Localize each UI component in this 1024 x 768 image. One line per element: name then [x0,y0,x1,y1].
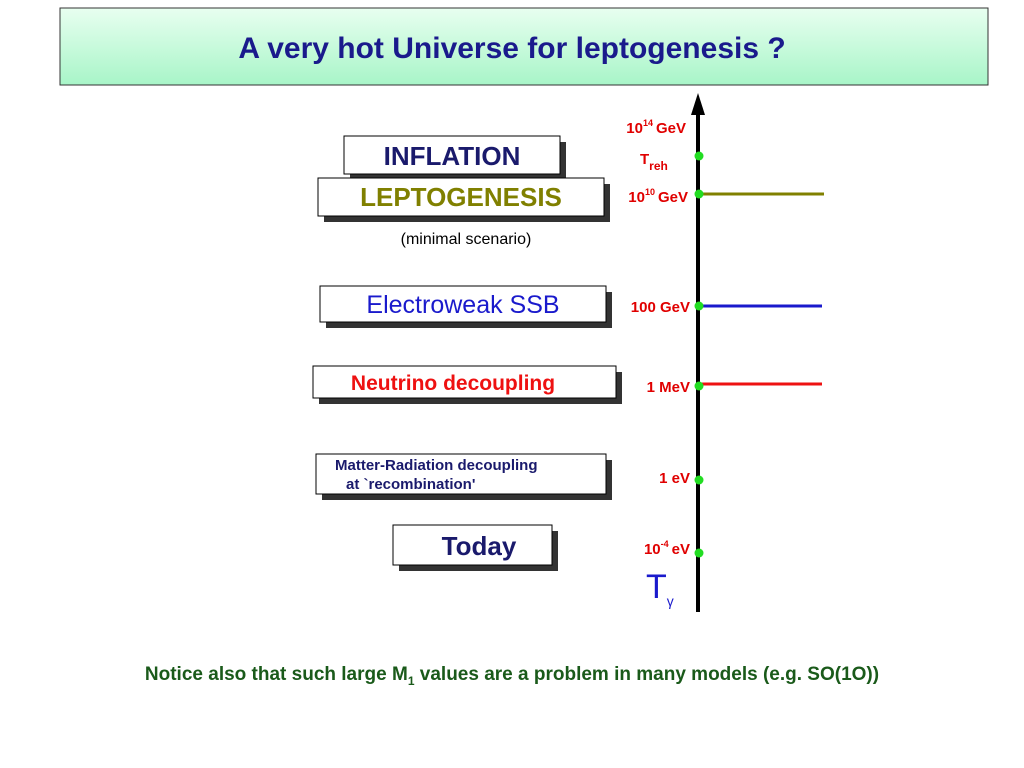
axis-arrow [691,93,705,115]
tick-label: 1 eV [659,470,690,487]
stage-neutrino: Neutrino decoupling [312,365,622,404]
dot [694,475,704,485]
axis-title: Tγ [646,568,674,609]
box [317,177,605,217]
stage-matter-radiation: Matter-Radiation decoupling at `recombin… [315,453,612,500]
tick-label: 1010 GeV [628,187,688,206]
stage-label: Today [442,531,517,561]
dot [694,189,704,199]
stage-today: Today [392,524,558,571]
box [315,453,607,495]
stage-inflation: INFLATION [343,135,566,180]
box [392,524,553,566]
box [319,285,607,323]
stage-electroweak: Electroweak SSB [319,285,612,328]
box [343,135,561,175]
stage-label: at `recombination' [346,476,475,493]
tick-label: Treh [640,151,668,173]
dot [694,301,704,311]
title: A very hot Universe for leptogenesis ? [238,32,785,65]
stage-note: (minimal scenario) [401,231,532,248]
tick-label: 1 MeV [647,379,690,396]
box [312,365,617,399]
stage-label: Matter-Radiation decoupling [335,457,538,474]
stage-label: INFLATION [384,141,521,171]
dot [694,381,704,391]
title-box [59,7,989,86]
dot [694,548,704,558]
stage-leptogenesis: LEPTOGENESIS (minimal scenario) [317,177,610,248]
dot [694,151,704,161]
tick-label: 10-4 eV [644,539,690,558]
stage-label: Electroweak SSB [366,291,559,319]
axis-dots [694,151,704,558]
stage-label: Neutrino decoupling [351,372,555,395]
tick-label: 100 GeV [631,299,690,316]
footer-note: Notice also that such large M1 values ar… [145,664,879,688]
tick-label: 1014 GeV [626,118,686,137]
stage-label: LEPTOGENESIS [360,182,562,212]
